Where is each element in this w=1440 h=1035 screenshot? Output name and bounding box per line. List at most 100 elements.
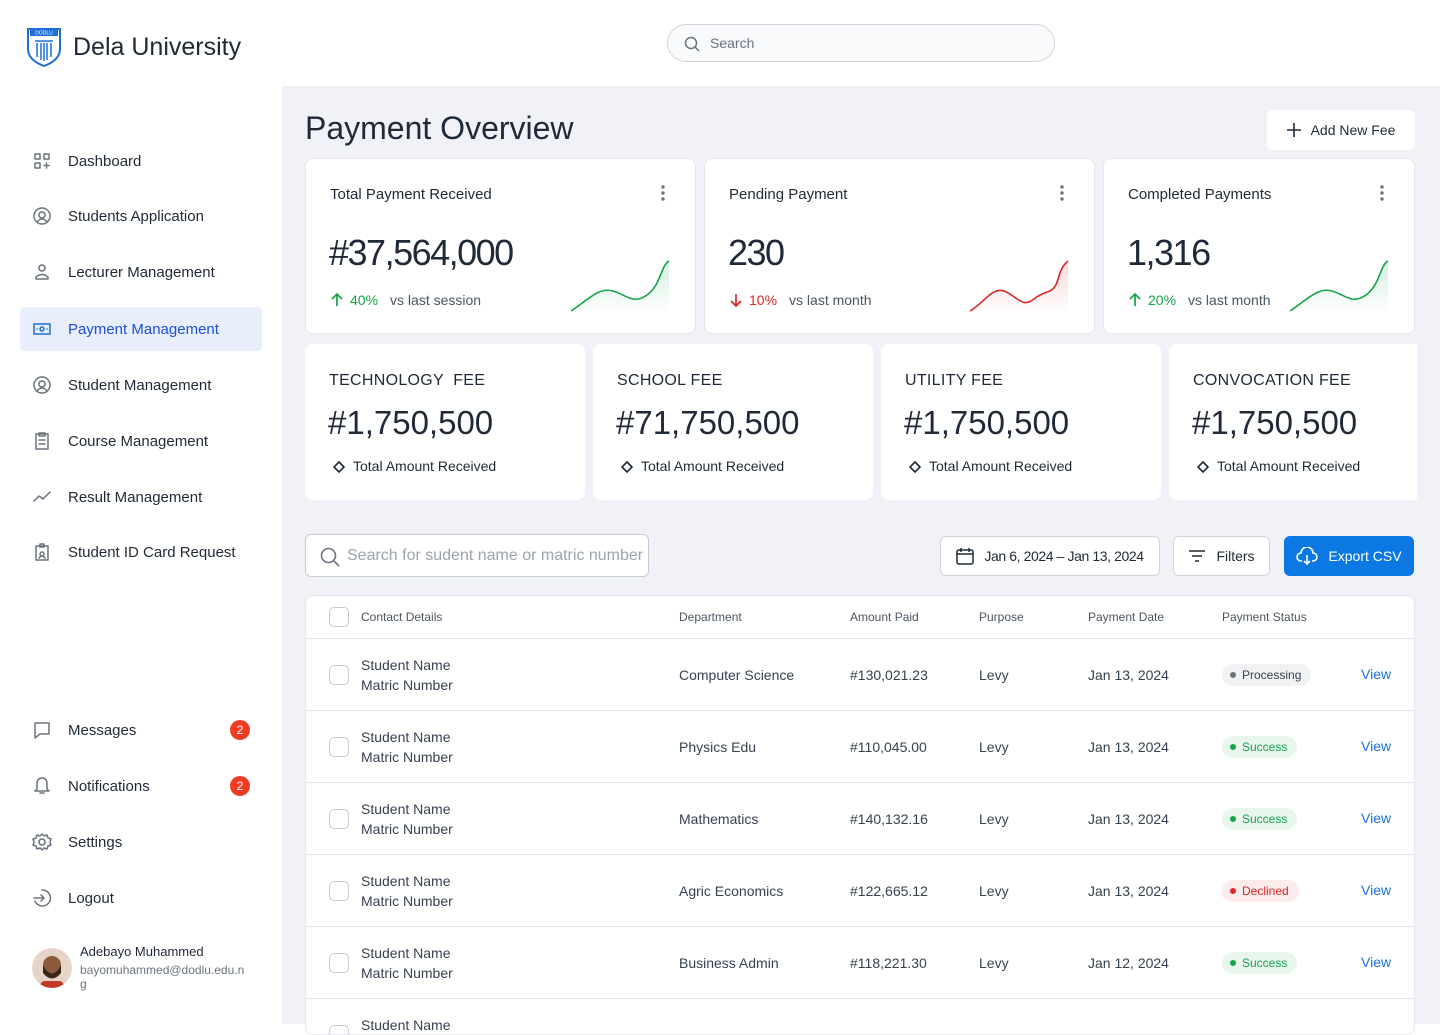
nav-badge: 2 — [230, 720, 250, 740]
amount-paid: #122,665.12 — [850, 883, 928, 899]
view-link[interactable]: View — [1361, 738, 1392, 754]
stat-value: 1,316 — [1127, 232, 1211, 273]
column-header: Payment Status — [1222, 610, 1307, 624]
page-title: Payment Overview — [305, 110, 574, 146]
payment-date: Jan 13, 2024 — [1088, 739, 1169, 755]
purpose: Levy — [979, 955, 1009, 971]
icon — [35, 264, 49, 280]
nav-label: Dashboard — [68, 152, 142, 170]
purpose: Levy — [979, 811, 1009, 827]
sidebar: DODLU Dela University Dashboard Students … — [0, 0, 282, 1024]
row-checkbox[interactable] — [329, 1025, 349, 1034]
stat-comparison: vs last month — [1188, 292, 1271, 308]
icon — [34, 722, 50, 739]
select-all-checkbox[interactable] — [329, 607, 349, 627]
view-link[interactable]: View — [1361, 882, 1392, 898]
fee-title: CONVOCATION FEE — [1193, 372, 1351, 389]
fee-amount: #1,750,500 — [328, 404, 494, 441]
department: Agric Economics — [679, 883, 784, 899]
fee-dot — [908, 460, 922, 478]
avatar — [32, 948, 72, 988]
status-label: Processing — [1242, 668, 1302, 682]
nav-label: Student ID Card Request — [68, 543, 236, 561]
nav-item[interactable]: Settings — [20, 820, 262, 864]
fee-caption: Total Amount Received — [641, 458, 785, 474]
payment-date: Jan 12, 2024 — [1088, 955, 1169, 971]
status-pill: Success — [1222, 736, 1298, 758]
fee-caption: Total Amount Received — [353, 458, 497, 474]
stat-title: Pending Payment — [729, 186, 848, 203]
nav-label: Logout — [68, 889, 114, 907]
fee-card: UTILITY FEE #1,750,500 Total Amount Receiv… — [881, 344, 1161, 500]
nav-item[interactable]: Logout — [20, 876, 262, 920]
nav-item[interactable]: Students Application — [20, 194, 262, 238]
stat-change-value: 10% — [749, 292, 778, 308]
table-search[interactable]: Search for sudent name or matric number — [305, 534, 649, 577]
column-header: Contact Details — [361, 610, 443, 624]
add-fee-label: Add New Fee — [1310, 122, 1396, 138]
icon — [34, 777, 50, 794]
table-row: Student Name — [306, 998, 1414, 1034]
student-name: Student Name — [361, 657, 451, 673]
nav-item[interactable]: Student ID Card Request — [20, 530, 262, 574]
student-name: Student Name — [361, 945, 451, 961]
nav-label: Students Application — [68, 207, 204, 225]
payment-date: Jan 13, 2024 — [1088, 883, 1169, 899]
status-pill: Declined — [1222, 880, 1299, 902]
nav-label: Student Management — [68, 376, 212, 394]
logo-text: DODLU — [35, 31, 53, 37]
nav-item[interactable]: Student Management — [20, 363, 262, 407]
row-checkbox[interactable] — [329, 809, 349, 829]
column-header: Department — [679, 610, 742, 624]
nav-label: Notifications — [68, 777, 150, 795]
nav-item[interactable]: Lecturer Management — [20, 250, 262, 294]
nav-label: Result Management — [68, 488, 203, 506]
stat-value: 230 — [728, 232, 785, 273]
amount-paid: #130,021.23 — [850, 667, 928, 683]
nav-item[interactable]: Payment Management — [20, 307, 262, 351]
stat-comparison: vs last month — [789, 292, 872, 308]
icon — [34, 153, 50, 169]
student-name: Student Name — [361, 729, 451, 745]
purpose: Levy — [979, 667, 1009, 683]
column-header: Purpose — [979, 610, 1024, 624]
more-menu[interactable] — [1060, 185, 1064, 206]
logo: DODLU — [27, 28, 61, 67]
view-link[interactable]: View — [1361, 666, 1392, 682]
more-menu[interactable] — [1380, 185, 1384, 206]
date-range-button[interactable]: Jan 6, 2024 – Jan 13, 2024 — [940, 536, 1160, 576]
status-dot — [1230, 672, 1236, 678]
stat-change-value: 40% — [350, 292, 379, 308]
row-checkbox[interactable] — [329, 737, 349, 757]
row-checkbox[interactable] — [329, 881, 349, 901]
nav-item[interactable]: Course Management — [20, 419, 262, 463]
nav-item[interactable]: Messages 2 — [20, 708, 262, 752]
add-fee-button[interactable]: Add New Fee — [1267, 110, 1415, 150]
matric-number: Matric Number — [361, 821, 453, 837]
department: Computer Science — [679, 667, 795, 683]
view-link[interactable]: View — [1361, 954, 1392, 970]
nav-item[interactable]: Dashboard — [20, 139, 262, 183]
view-link[interactable]: View — [1361, 810, 1392, 826]
row-checkbox[interactable] — [329, 665, 349, 685]
stat-comparison: vs last session — [390, 292, 482, 308]
nav-label: Payment Management — [68, 320, 219, 338]
top-search[interactable]: Search — [667, 24, 1055, 62]
fee-card: SCHOOL FEE #71,750,500 Total Amount Receiv… — [593, 344, 873, 500]
user-email: bayomuhammed@dodlu.edu.ng — [80, 963, 245, 991]
stat-card: Pending Payment 230 10% vs last month — [704, 158, 1095, 334]
row-checkbox[interactable] — [329, 953, 349, 973]
amount-paid: #140,132.16 — [850, 811, 928, 827]
nav-label: Messages — [68, 721, 137, 739]
nav-item[interactable]: Notifications 2 — [20, 764, 262, 808]
filters-button[interactable]: Filters — [1173, 536, 1270, 576]
more-menu[interactable] — [661, 185, 665, 206]
export-label: Export CSV — [1328, 548, 1402, 564]
fee-title: SCHOOL FEE — [617, 372, 723, 389]
icon — [33, 376, 51, 394]
nav-badge: 2 — [230, 776, 250, 796]
nav-item[interactable]: Result Management — [20, 475, 262, 519]
matric-number: Matric Number — [361, 893, 453, 909]
export-button[interactable]: Export CSV — [1284, 536, 1414, 576]
column-header: Amount Paid — [850, 610, 919, 624]
